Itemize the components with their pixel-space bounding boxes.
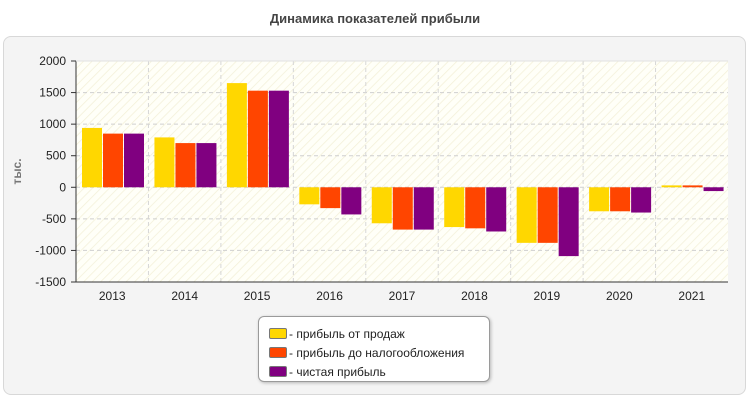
legend-swatch: [269, 328, 287, 339]
bar-2014-series-3: [196, 143, 217, 188]
y-axis-label: тыс.: [10, 158, 24, 184]
bar-2016-series-3: [341, 187, 362, 215]
bar-2021-series-3: [703, 187, 724, 192]
bar-2015-series-2: [247, 90, 268, 188]
bar-2019-series-2: [537, 187, 558, 243]
bar-2013-series-3: [124, 133, 144, 188]
bar-2018-series-3: [486, 187, 507, 232]
bar-2015-series-3: [268, 90, 289, 188]
x-tick-label: 2015: [244, 289, 271, 303]
bar-2020-series-1: [589, 187, 610, 212]
bar-2020-series-2: [610, 187, 631, 212]
bar-2021-series-2: [682, 185, 703, 188]
legend-item: - прибыль от продаж: [269, 324, 489, 343]
bar-2016-series-2: [320, 187, 341, 209]
legend-swatch: [269, 347, 287, 358]
bar-2013-series-1: [82, 127, 102, 188]
y-tick-label: 1000: [39, 117, 66, 131]
x-tick-label: 2018: [461, 289, 488, 303]
bar-2014-series-1: [154, 137, 175, 188]
y-tick-label: 2000: [39, 54, 66, 68]
bar-2019-series-1: [516, 187, 537, 243]
y-tick-label: -1000: [35, 243, 66, 257]
x-tick-label: 2020: [606, 289, 633, 303]
bar-2018-series-1: [444, 187, 465, 228]
x-tick-label: 2021: [678, 289, 705, 303]
bar-2015-series-1: [226, 83, 247, 188]
bar-2021-series-1: [661, 185, 682, 188]
y-tick-label: -500: [42, 212, 66, 226]
bar-2018-series-2: [465, 187, 486, 229]
bar-2020-series-3: [631, 187, 652, 213]
bar-2017-series-2: [392, 187, 413, 230]
legend-label: - прибыль от продаж: [289, 326, 405, 341]
legend-swatch: [269, 366, 287, 377]
legend: - прибыль от продаж - прибыль до налогооб…: [258, 316, 490, 382]
y-tick-label: 1500: [39, 86, 66, 100]
legend-item: - прибыль до налогообложения: [269, 343, 489, 362]
bar-2017-series-3: [413, 187, 434, 230]
bar-2016-series-1: [299, 187, 320, 205]
y-tick-label: 500: [46, 149, 66, 163]
x-tick-label: 2019: [534, 289, 561, 303]
bar-2017-series-1: [371, 187, 392, 224]
chart-title: Динамика показателей прибыли: [269, 11, 481, 26]
x-tick-label: 2016: [316, 289, 343, 303]
x-tick-label: 2017: [389, 289, 416, 303]
legend-item: - чистая прибыль: [269, 362, 489, 381]
bar-2019-series-3: [558, 187, 579, 257]
x-tick-label: 2014: [171, 289, 198, 303]
bar-2014-series-2: [175, 143, 196, 188]
legend-label: - прибыль до налогообложения: [289, 345, 465, 360]
x-tick-label: 2013: [99, 289, 126, 303]
bar-2013-series-2: [103, 133, 123, 188]
y-tick-label: -1500: [35, 275, 66, 289]
y-tick-label: 0: [59, 180, 66, 194]
legend-label: - чистая прибыль: [289, 364, 386, 379]
